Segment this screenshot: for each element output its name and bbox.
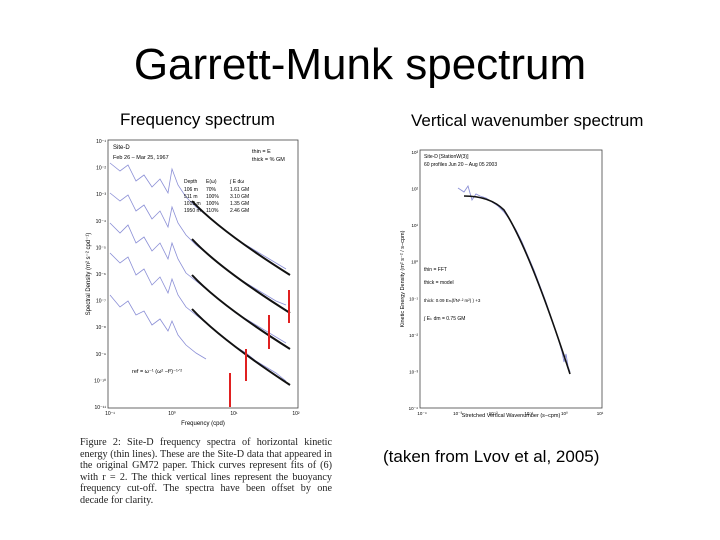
- integral-label: ∫ Eₖ dm = 0.75 GM: [423, 316, 465, 322]
- y-tick-label: 10⁻⁶: [96, 272, 106, 278]
- table-cell: 1.61 GM: [230, 187, 249, 193]
- y-tick-label: 10⁻⁴: [409, 406, 418, 411]
- legend-thick: thick = model: [424, 280, 454, 286]
- table-header-e: E(ω): [206, 179, 217, 185]
- table-cell: 3.10 GM: [230, 194, 249, 200]
- model-fit: [463, 195, 571, 375]
- table-cell: 2.46 GM: [230, 208, 249, 214]
- y-tick-label: 10⁻²: [96, 166, 106, 172]
- legend-thick: thick = % GM: [252, 157, 285, 163]
- x-tick-label: 10²: [292, 411, 300, 417]
- x-tick-label: 10⁻³: [453, 411, 462, 416]
- x-axis-label: Stretched Vertical Wavenumber (s−cpm): [462, 413, 561, 419]
- site-label: Site-D: [113, 145, 130, 151]
- table-cell: 1013 m: [184, 201, 201, 207]
- legend-thin: thin = E: [252, 149, 271, 155]
- y-tick-label: 10⁻⁹: [96, 352, 106, 358]
- x-axis-ticks: 10⁻¹ 10⁰ 10¹ 10²: [105, 411, 300, 417]
- table-cell: 511 m: [184, 194, 198, 200]
- y-tick-label: 10⁻¹⁰: [94, 378, 106, 384]
- plot-frame: [107, 139, 299, 409]
- y-tick-label: 10³: [411, 150, 418, 155]
- table-header-int: ∫ E dω: [229, 179, 244, 185]
- x-tick-label: 10⁻⁴: [417, 411, 426, 416]
- y-tick-label: 10⁻¹: [96, 139, 106, 145]
- spectrum-1013m: [109, 222, 287, 344]
- y-tick-label: 10²: [411, 187, 418, 192]
- frequency-spectrum-heading: Frequency spectrum: [120, 110, 275, 129]
- y-tick-label: 10⁰: [411, 260, 418, 265]
- y-tick-label: 10¹: [411, 223, 418, 228]
- vertical-wavenumber-heading: Vertical wavenumber spectrum: [411, 111, 644, 130]
- y-axis-label: Kinetic Energy Density (m² s⁻² / s−cpm): [400, 230, 406, 327]
- depth-table: Depth E(ω) ∫ E dω 106 m 70% 1.61 GM 511 …: [184, 179, 249, 214]
- spectrum-106m: [109, 162, 287, 270]
- y-tick-label: 10⁻³: [96, 192, 106, 198]
- y-tick-label: 10⁻⁷: [96, 299, 106, 305]
- plot-frame: [419, 149, 603, 409]
- table-cell: 70%: [206, 187, 217, 193]
- wavenumber-spectrum-figure: 10³ 10² 10¹ 10⁰ 10⁻¹ 10⁻² 10⁻³ 10⁻⁴ 10⁻⁴ 10⁻³ 10⁻…: [380, 140, 610, 420]
- model-description: thick: 0.09 Eₘ(f/N¹·² m²) ) +3: [424, 298, 481, 303]
- y-tick-label: 10⁻⁴: [96, 219, 106, 225]
- table-cell: 106 m: [184, 187, 198, 193]
- table-cell: 1950 m: [184, 208, 201, 214]
- y-axis-ticks: 10³ 10² 10¹ 10⁰ 10⁻¹ 10⁻² 10⁻³ 10⁻⁴: [409, 150, 419, 411]
- table-header-depth: Depth: [184, 179, 198, 185]
- y-tick-label: 10⁻⁸: [96, 325, 106, 331]
- spectrum-ref: [109, 294, 207, 360]
- fit-1013m: [191, 274, 291, 350]
- table-cell: 1.35 GM: [230, 201, 249, 207]
- x-tick-label: 10⁻¹: [105, 411, 115, 417]
- table-cell: 100%: [206, 201, 219, 207]
- x-axis-ticks: 10⁻⁴ 10⁻³ 10⁻² 10⁻¹ 10⁰ 10¹: [417, 411, 603, 416]
- fit-106m: [191, 200, 291, 276]
- x-tick-label: 10⁻²: [489, 411, 498, 416]
- fit-1950m: [191, 308, 291, 386]
- fit-511m: [191, 238, 291, 314]
- y-tick-label: 10⁻³: [409, 369, 418, 374]
- legend-thin: thin = FFT: [424, 267, 447, 273]
- reference-label: ref = ω⁻¹ (ω² −f²)⁻¹ᐟ²: [132, 368, 182, 375]
- y-tick-label: 10⁻⁵: [96, 245, 106, 251]
- x-tick-label: 10⁰: [561, 411, 568, 416]
- x-axis-label: Frequency (cpd): [181, 421, 225, 427]
- x-tick-label: 10¹: [230, 411, 238, 417]
- x-tick-label: 10⁻¹: [524, 411, 533, 416]
- table-cell: 110%: [206, 208, 219, 214]
- source-credit: (taken from Lvov et al, 2005): [383, 447, 600, 466]
- y-axis-label: Spectral Density (m² s⁻² cpd⁻¹): [86, 233, 92, 316]
- y-tick-label: 10⁻¹¹: [94, 405, 106, 411]
- site-label: Site-D [StationW(3)]: [424, 154, 469, 160]
- spectrum-511m: [109, 192, 287, 306]
- y-axis-ticks: 10⁻¹ 10⁻² 10⁻³ 10⁻⁴ 10⁻⁵ 10⁻⁶ 10⁻⁷ 10⁻⁸ 10⁻⁹ 10⁻¹…: [94, 139, 106, 411]
- frequency-spectrum-plot: 10⁻¹ 10⁻² 10⁻³ 10⁻⁴ 10⁻⁵ 10⁻⁶ 10⁻⁷ 10⁻⁸ 10⁻⁹ 10⁻¹…: [86, 139, 300, 427]
- buoyancy-cutoff-lines: [229, 290, 290, 407]
- y-tick-label: 10⁻²: [409, 333, 418, 338]
- x-tick-label: 10⁰: [168, 411, 176, 417]
- y-tick-label: 10⁻¹: [409, 296, 418, 301]
- slide-title: Garrett-Munk spectrum: [133, 40, 587, 89]
- x-tick-label: 10¹: [597, 411, 604, 416]
- table-cell: 100%: [206, 194, 219, 200]
- date-range: Feb 26 – Mar 25, 1967: [113, 155, 169, 161]
- figure-caption: Figure 2: Site-D frequency spectra of ho…: [80, 437, 332, 506]
- profiles-label: 60 profiles Jun 20 – Aug 05 2003: [424, 162, 497, 168]
- frequency-spectrum-figure: 10⁻¹ 10⁻² 10⁻³ 10⁻⁴ 10⁻⁵ 10⁻⁶ 10⁻⁷ 10⁻⁸ 10⁻⁹ 10⁻¹…: [80, 135, 330, 435]
- model-fits: [191, 200, 291, 386]
